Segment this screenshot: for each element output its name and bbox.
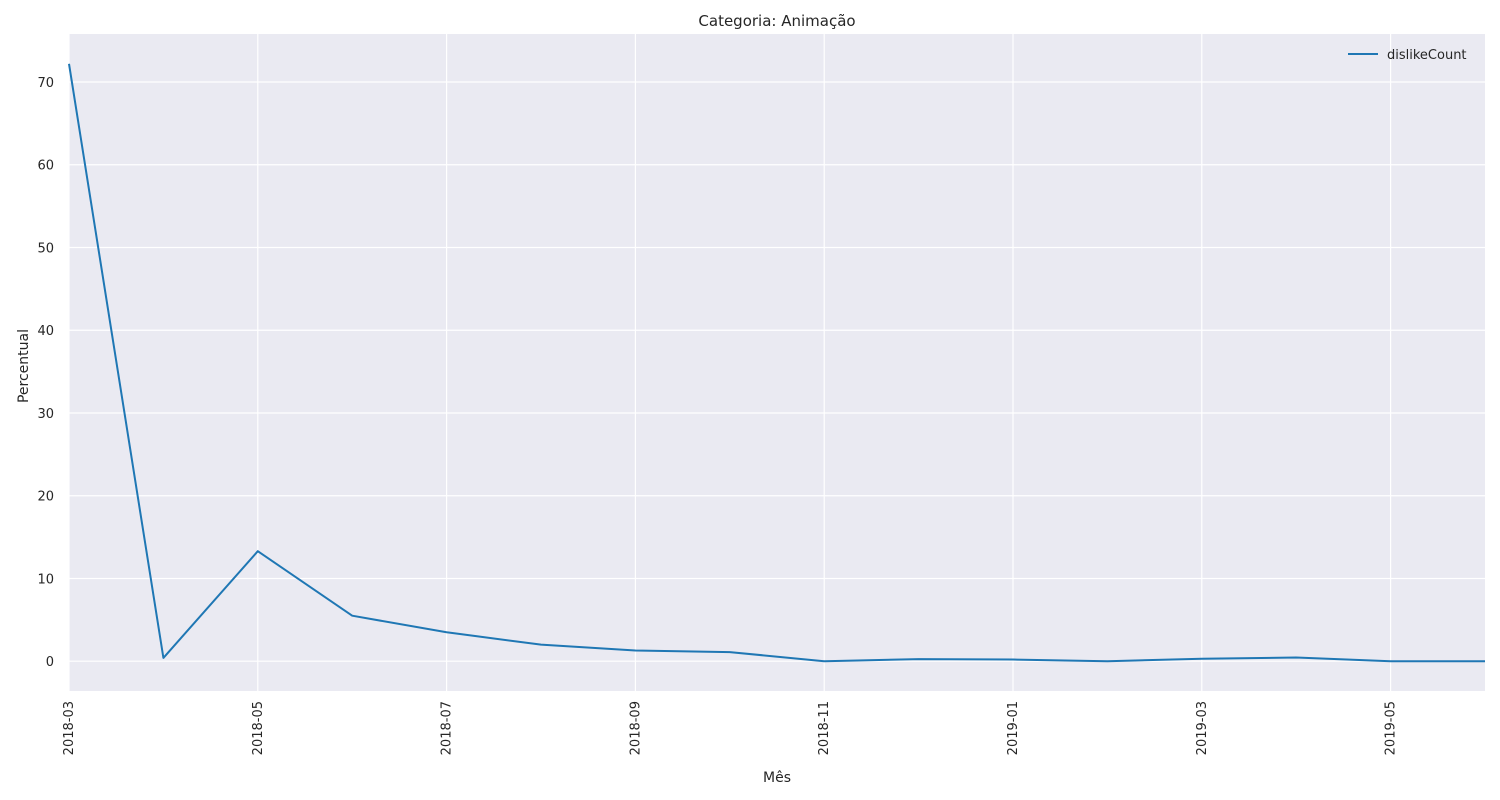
y-tick-label: 50: [37, 241, 54, 256]
x-tick-label: 2018-07: [440, 701, 455, 755]
legend-entry: dislikeCount: [1387, 48, 1467, 63]
y-tick-label: 10: [37, 572, 54, 587]
grid: [68, 34, 1485, 691]
x-tick-label: 2019-01: [1006, 701, 1021, 755]
ticks: 0 10 20 30 40 50 60 70 2018-03 2018-05 2018-07 2018…: [37, 76, 1398, 755]
x-tick-label: 2018-05: [251, 701, 266, 755]
plot-background: [69, 34, 1485, 691]
series-line: [68, 63, 1485, 663]
series-layer: [68, 63, 1485, 663]
chart-title: Categoria: Animação: [698, 12, 855, 30]
x-tick-label: 2019-03: [1195, 701, 1210, 755]
x-tick-label: 2019-05: [1384, 701, 1399, 755]
legend: dislikeCount: [1348, 48, 1467, 63]
x-axis-label: Mês: [763, 770, 791, 786]
y-tick-label: 30: [37, 407, 54, 422]
x-tick-label: 2018-03: [62, 701, 77, 755]
x-tick-label: 2018-09: [628, 701, 643, 755]
y-axis-label: Percentual: [16, 329, 32, 403]
y-tick-label: 40: [37, 324, 54, 339]
y-tick-label: 0: [46, 655, 54, 670]
y-tick-label: 60: [37, 159, 54, 174]
y-tick-label: 70: [37, 76, 54, 91]
y-tick-label: 20: [37, 490, 54, 505]
x-tick-label: 2018-11: [817, 701, 832, 755]
